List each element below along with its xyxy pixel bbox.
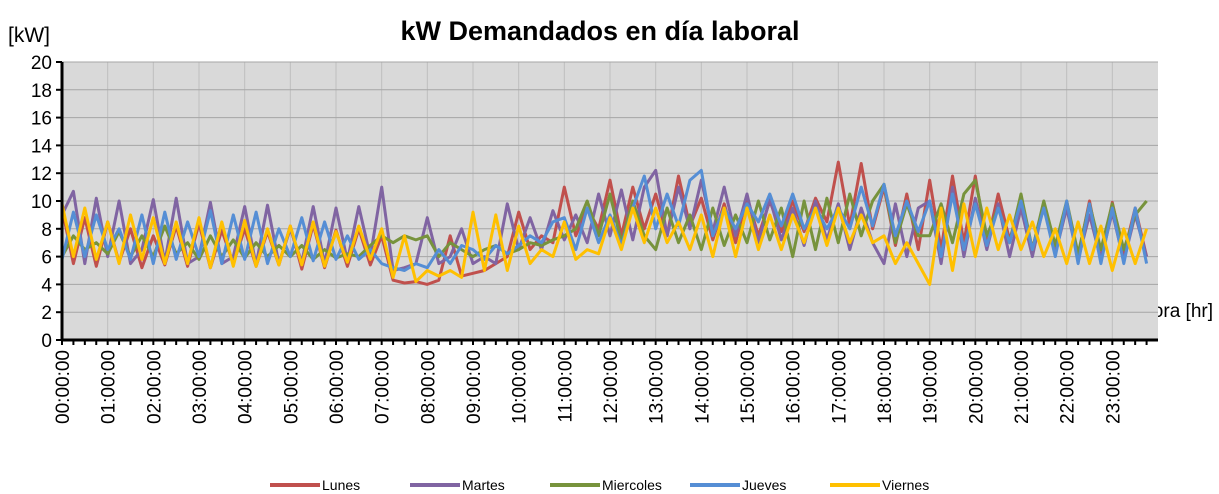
x-tick-label: 11:00:00	[555, 350, 576, 423]
chart-title: kW Demandados en día laboral	[400, 16, 799, 46]
y-tick-label: 8	[41, 220, 52, 241]
x-tick-label: 20:00:00	[966, 350, 987, 424]
legend-label: Jueves	[742, 477, 786, 493]
x-tick-label: 04:00:00	[236, 350, 257, 424]
legend-label: Lunes	[322, 477, 360, 493]
x-tick-label: 02:00:00	[144, 350, 165, 424]
legend-label: Miercoles	[602, 477, 662, 493]
x-tick-label: 21:00:00	[1012, 350, 1033, 424]
x-tick-label: 09:00:00	[464, 350, 485, 424]
y-tick-label: 12	[31, 164, 52, 185]
x-tick-label: 05:00:00	[281, 350, 302, 424]
y-tick-label: 4	[41, 275, 52, 296]
x-tick-label: 19:00:00	[921, 350, 942, 424]
y-tick-label: 10	[31, 192, 52, 213]
y-tick-label: 16	[31, 109, 52, 130]
x-tick-label: 17:00:00	[829, 350, 850, 424]
x-tick-label: 07:00:00	[373, 350, 394, 424]
x-tick-label: 16:00:00	[784, 350, 805, 424]
x-tick-label: 01:00:00	[99, 350, 120, 424]
y-tick-label: 20	[31, 53, 52, 74]
y-tick-label: 0	[41, 331, 52, 352]
x-tick-label: 03:00:00	[190, 350, 211, 424]
y-tick-label: 6	[41, 248, 52, 269]
x-tick-label: 22:00:00	[1058, 350, 1079, 424]
x-tick-label: 12:00:00	[601, 350, 622, 424]
y-tick-label: 14	[31, 136, 53, 157]
x-tick-label: 23:00:00	[1103, 350, 1124, 424]
x-tick-label: 14:00:00	[692, 350, 713, 424]
x-tick-label: 08:00:00	[418, 350, 439, 424]
series-line	[60, 168, 1149, 272]
x-tick-label: 13:00:00	[647, 350, 668, 424]
x-tick-label: 18:00:00	[875, 350, 896, 424]
series-line	[60, 202, 1149, 286]
x-tick-label: 00:00:00	[53, 350, 74, 424]
y-axis-label: [kW]	[8, 24, 50, 47]
y-tick-label: 2	[41, 303, 52, 324]
x-tick-label: 10:00:00	[510, 350, 531, 424]
x-tick-label: 15:00:00	[738, 350, 759, 424]
x-tick-label: 06:00:00	[327, 350, 348, 424]
legend-label: Viernes	[882, 477, 929, 493]
series-line	[60, 160, 1149, 286]
y-tick-label: 18	[31, 81, 52, 102]
legend-label: Martes	[462, 477, 505, 493]
